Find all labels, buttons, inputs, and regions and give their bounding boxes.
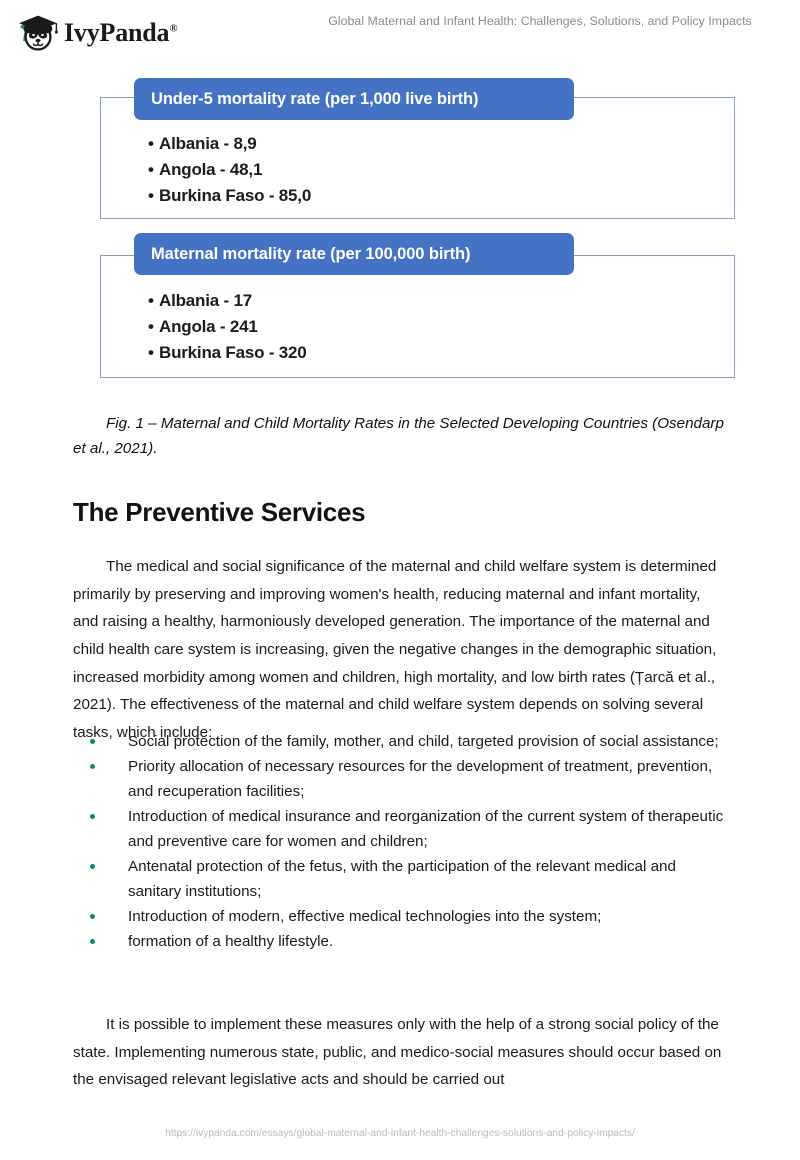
list-item: • Burkina Faso - 85,0 (148, 183, 311, 209)
page-header: IvyPanda® Global Maternal and Infant Hea… (0, 0, 800, 58)
bullet-dot-icon: • (148, 134, 154, 153)
list-item: • Albania - 17 (148, 288, 307, 314)
figure-box-list: • Albania - 8,9 • Angola - 48,1 • Burkina F… (148, 131, 311, 209)
list-item: • Angola - 241 (148, 314, 307, 340)
list-item: • Burkina Faso - 320 (148, 340, 307, 366)
figure-box-banner: Under-5 mortality rate (per 1,000 live b… (134, 78, 574, 120)
bullet-dot-icon: • (148, 186, 154, 205)
bullet-dot-icon: • (148, 317, 154, 336)
figure-box-banner: Maternal mortality rate (per 100,000 bir… (134, 233, 574, 275)
brand-logo[interactable]: IvyPanda® (14, 10, 178, 54)
list-item: Introduction of modern, effective medica… (73, 904, 728, 929)
list-item-label: Burkina Faso - 320 (159, 343, 307, 362)
list-item: • Albania - 8,9 (148, 131, 311, 157)
bullet-dot-icon: • (148, 343, 154, 362)
body-paragraph-1: The medical and social significance of t… (73, 558, 717, 741)
list-item-label: Angola - 241 (159, 317, 258, 336)
footer-source-url[interactable]: https://ivypanda.com/essays/global-mater… (165, 1128, 635, 1139)
list-item-label: Burkina Faso - 85,0 (159, 186, 312, 205)
figure-box-list: • Albania - 17 • Angola - 241 • Burkina Fas… (148, 288, 307, 366)
brand-name-text: IvyPanda (64, 18, 170, 47)
list-item: Introduction of medical insurance and re… (73, 804, 728, 854)
panda-graduate-logo-icon (14, 10, 60, 54)
list-item: Social protection of the family, mother,… (73, 729, 728, 754)
list-item: • Angola - 48,1 (148, 157, 311, 183)
task-bullet-list: Social protection of the family, mother,… (73, 729, 728, 954)
list-item-label: Albania - 8,9 (159, 134, 257, 153)
figure-box-banner-label: Under-5 mortality rate (per 1,000 live b… (151, 89, 479, 108)
figure-box-outline (100, 255, 735, 378)
bullet-dot-icon: • (148, 160, 154, 179)
figure-caption: Fig. 1 – Maternal and Child Mortality Ra… (73, 415, 724, 457)
bullet-dot-icon: • (148, 291, 154, 310)
figure-box-banner-label: Maternal mortality rate (per 100,000 bir… (151, 244, 471, 263)
brand-name: IvyPanda® (64, 18, 178, 47)
body-paragraph-2: It is possible to implement these measur… (73, 1016, 722, 1089)
list-item: formation of a healthy lifestyle. (73, 929, 728, 954)
list-item: Priority allocation of necessary resourc… (73, 754, 728, 804)
list-item-label: Albania - 17 (159, 291, 253, 310)
registered-mark: ® (169, 22, 178, 35)
list-item-label: Angola - 48,1 (159, 160, 263, 179)
section-heading: The Preventive Services (73, 496, 366, 527)
list-item: Antenatal protection of the fetus, with … (73, 854, 728, 904)
document-title: Global Maternal and Infant Health: Chall… (328, 14, 752, 28)
